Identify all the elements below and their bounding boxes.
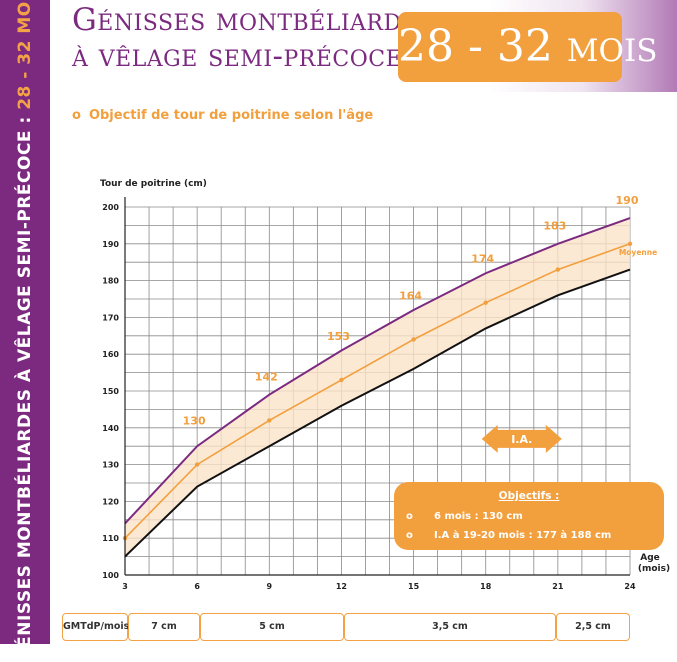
gmtdp-cell: 5 cm bbox=[200, 613, 344, 641]
objective-item: o 6 mois : 130 cm bbox=[406, 511, 523, 522]
objectives-box: Objectifs : o 6 mois : 130 cm o I.A à 19-2… bbox=[394, 482, 664, 550]
series-line-mean bbox=[124, 243, 631, 539]
x-axis-title-unit: (mois) bbox=[638, 564, 670, 574]
gmtdp-label: GMTdP/mois bbox=[62, 613, 129, 641]
page-title-line1: Génisses montbéliardes bbox=[72, 2, 434, 38]
series-line-lower bbox=[124, 268, 631, 558]
x-tick-label: 21 bbox=[552, 582, 564, 591]
subtitle-bullet: o bbox=[72, 108, 81, 123]
series-label-mean: Moyenne bbox=[619, 248, 657, 257]
x-tick-label: 6 bbox=[194, 582, 200, 591]
data-label: 142 bbox=[255, 370, 278, 383]
y-tick-label: 150 bbox=[102, 387, 119, 396]
y-tick-label: 140 bbox=[102, 424, 119, 433]
objective-bullet: o bbox=[406, 511, 413, 522]
x-tick-label: 9 bbox=[266, 582, 272, 591]
chart-series bbox=[122, 217, 633, 558]
objective-bullet: o bbox=[406, 530, 413, 541]
mean-point bbox=[627, 241, 633, 246]
subtitle: o Objectif de tour de poitrine selon l'âg… bbox=[72, 108, 373, 123]
x-tick-label: 24 bbox=[624, 582, 636, 591]
mean-point bbox=[194, 462, 200, 467]
age-badge: 28 - 32 mois bbox=[398, 12, 657, 82]
page-title: Génisses montbéliardes à vêlage semi-pré… bbox=[72, 2, 434, 74]
y-tick-label: 120 bbox=[102, 497, 119, 506]
data-label: 174 bbox=[471, 253, 494, 266]
page-title-line2: à vêlage semi-précoce : bbox=[72, 38, 424, 74]
y-tick-label: 190 bbox=[102, 240, 119, 249]
x-tick-label: 18 bbox=[480, 582, 492, 591]
data-label: 130 bbox=[183, 415, 206, 428]
ia-arrow-shape bbox=[481, 424, 562, 453]
gmtdp-cell: 3,5 cm bbox=[344, 613, 556, 641]
objectives-title: Objectifs : bbox=[498, 490, 560, 502]
mean-point bbox=[555, 267, 561, 272]
y-tick-label: 160 bbox=[102, 350, 119, 359]
y-tick-label: 170 bbox=[102, 313, 119, 322]
subtitle-text: Objectif de tour de poitrine selon l'âge bbox=[88, 108, 374, 123]
mean-point bbox=[267, 418, 272, 423]
data-label: 190 bbox=[616, 194, 639, 207]
ia-label: I.A. bbox=[511, 433, 532, 446]
ia-arrow: I.A. bbox=[481, 424, 562, 453]
y-tick-label: 200 bbox=[102, 203, 119, 212]
x-tick-label: 12 bbox=[336, 582, 347, 591]
mean-point bbox=[411, 337, 416, 342]
objective-text: 6 mois : 130 cm bbox=[434, 511, 523, 522]
gmtdp-cell: 2,5 cm bbox=[556, 613, 630, 641]
y-tick-label: 180 bbox=[102, 277, 119, 286]
series-line-upper bbox=[124, 217, 631, 525]
y-tick-label: 110 bbox=[102, 534, 119, 543]
y-tick-label: 130 bbox=[102, 461, 119, 470]
y-tick-label: 100 bbox=[102, 571, 119, 580]
mean-point bbox=[339, 377, 344, 383]
x-tick-label: 3 bbox=[122, 582, 128, 591]
sidebar: GÉNISSES MONTBÉLIARDES À VÊLAGE SEMI-PRÉ… bbox=[0, 0, 50, 662]
y-axis-title: Tour de poitrine (cm) bbox=[100, 179, 207, 189]
x-tick-label: 15 bbox=[408, 582, 420, 591]
data-label: 183 bbox=[543, 220, 566, 233]
chart-axes: 100 110 120 130 140 150 160 170 180 190 200 3 6 9 12 15… bbox=[102, 197, 636, 591]
data-label: 164 bbox=[399, 289, 422, 302]
mean-point bbox=[483, 300, 488, 305]
objective-item: o I.A à 19-20 mois : 177 à 188 cm bbox=[406, 530, 611, 541]
gmtdp-cell: 7 cm bbox=[128, 613, 200, 641]
data-label: 153 bbox=[327, 330, 350, 343]
objective-text: I.A à 19-20 mois : 177 à 188 cm bbox=[434, 530, 612, 541]
chart-data-labels: 130 142 153 164 174 183 190 Moyenne bbox=[183, 194, 658, 428]
x-axis-title: Age bbox=[640, 553, 660, 563]
